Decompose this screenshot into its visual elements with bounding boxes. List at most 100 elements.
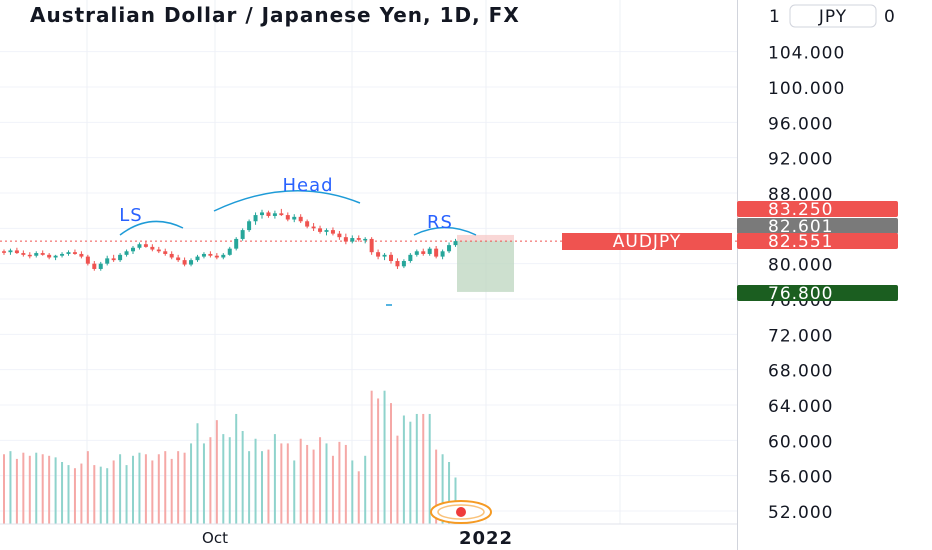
candle-body — [47, 254, 52, 258]
candle-body — [298, 216, 303, 222]
volume-bar — [286, 443, 289, 524]
candle-body — [156, 249, 161, 252]
chart-title: Australian Dollar / Japanese Yen, 1D, FX — [30, 3, 520, 27]
volume-bar — [357, 471, 360, 524]
volume-bar — [370, 390, 373, 524]
candle-body — [150, 246, 155, 250]
candle-body — [285, 215, 290, 220]
candle-body — [176, 257, 181, 261]
x-tick-2022: 2022 — [459, 528, 513, 549]
volume-bar — [164, 451, 167, 524]
volume-bar — [396, 435, 399, 524]
volume-bar — [254, 438, 257, 524]
candle-body — [195, 256, 200, 261]
realtime-button[interactable] — [430, 500, 492, 524]
volume-bar — [28, 455, 31, 524]
y-tick-label: 56.000 — [768, 468, 833, 488]
candle-body — [85, 256, 90, 264]
volume-bar — [3, 454, 5, 524]
candle-body — [337, 233, 342, 238]
candle-body — [143, 244, 148, 247]
candle-body — [137, 244, 142, 248]
price-label-stop-bg — [737, 201, 898, 217]
volume-bar — [428, 413, 431, 524]
candle-body — [260, 212, 264, 216]
pattern-label: RS — [427, 212, 453, 233]
volume-bar — [9, 451, 12, 524]
symbol-badge-text: AUDJPY — [613, 232, 681, 252]
candle-body — [253, 215, 258, 222]
candle-body — [2, 251, 6, 253]
take-profit-zone[interactable] — [457, 240, 514, 292]
volume-bar — [402, 415, 405, 524]
candle-body — [421, 251, 426, 254]
volume-bar — [415, 413, 418, 524]
y-tick-label: 52.000 — [768, 503, 833, 523]
candle-body — [221, 254, 226, 258]
currency-selector[interactable]: JPY — [789, 4, 877, 28]
grid — [0, 0, 738, 550]
candle-body — [227, 248, 232, 255]
price-label-entry-bg — [737, 218, 898, 234]
candle-body — [105, 258, 110, 264]
volume-bar — [435, 449, 438, 524]
candle-body — [182, 260, 187, 265]
volume-bars — [3, 390, 457, 524]
volume-bar — [325, 443, 328, 524]
volume-bar — [377, 398, 380, 524]
candle-body — [266, 212, 271, 216]
candle-body — [124, 251, 129, 255]
volume-bar — [280, 443, 283, 524]
stop-loss-zone[interactable] — [457, 234, 514, 241]
volume-bar — [183, 452, 186, 524]
candle-body — [163, 251, 168, 254]
candle-body — [350, 238, 355, 242]
price-label-stop: 83.250 — [768, 200, 833, 220]
candle-body — [324, 230, 329, 232]
price-label-entry: 82.601 — [768, 217, 833, 237]
volume-bar — [112, 460, 115, 524]
candle-body — [356, 238, 361, 240]
volume-bar — [338, 441, 341, 524]
volume-bar — [351, 460, 354, 524]
candle-body — [21, 253, 26, 255]
volume-bar — [196, 423, 199, 524]
volume-bar — [293, 460, 296, 524]
candle-body — [376, 252, 381, 257]
y-tick-label: 88.000 — [768, 185, 833, 205]
axis-top-partial-0: 0 — [884, 7, 896, 27]
candle-body — [292, 216, 297, 220]
volume-bar — [138, 452, 141, 524]
volume-bar — [299, 438, 302, 524]
candle-body — [14, 250, 19, 254]
y-tick-label: 100.000 — [768, 79, 845, 99]
candle-body — [98, 263, 103, 269]
trade-position-box[interactable] — [0, 234, 737, 292]
volume-bar — [157, 454, 160, 524]
volume-bar — [86, 451, 89, 524]
volume-bar — [248, 451, 251, 524]
volume-bar — [48, 455, 51, 524]
volume-bar — [132, 455, 134, 524]
candle-body — [40, 253, 45, 255]
candle-body — [434, 248, 439, 257]
volume-bar — [209, 437, 212, 524]
volume-bar — [177, 451, 180, 524]
currency-label[interactable]: JPY — [818, 7, 847, 27]
price-axis: 104.000 100.000 96.000 92.000 88.000 80.000 76… — [768, 44, 845, 523]
candle-body — [363, 238, 368, 241]
volume-bar — [61, 462, 64, 524]
candle-body — [118, 254, 123, 261]
y-tick-label: 104.000 — [768, 44, 845, 64]
volume-bar — [222, 434, 225, 524]
candle-body — [305, 221, 310, 227]
head-shoulders-pattern: LS Head RS — [119, 175, 477, 306]
volume-bar — [235, 413, 238, 524]
right-shoulder-arc — [413, 226, 477, 236]
candle-body — [382, 254, 387, 257]
volume-bar — [41, 454, 44, 524]
volume-bar — [125, 465, 128, 524]
